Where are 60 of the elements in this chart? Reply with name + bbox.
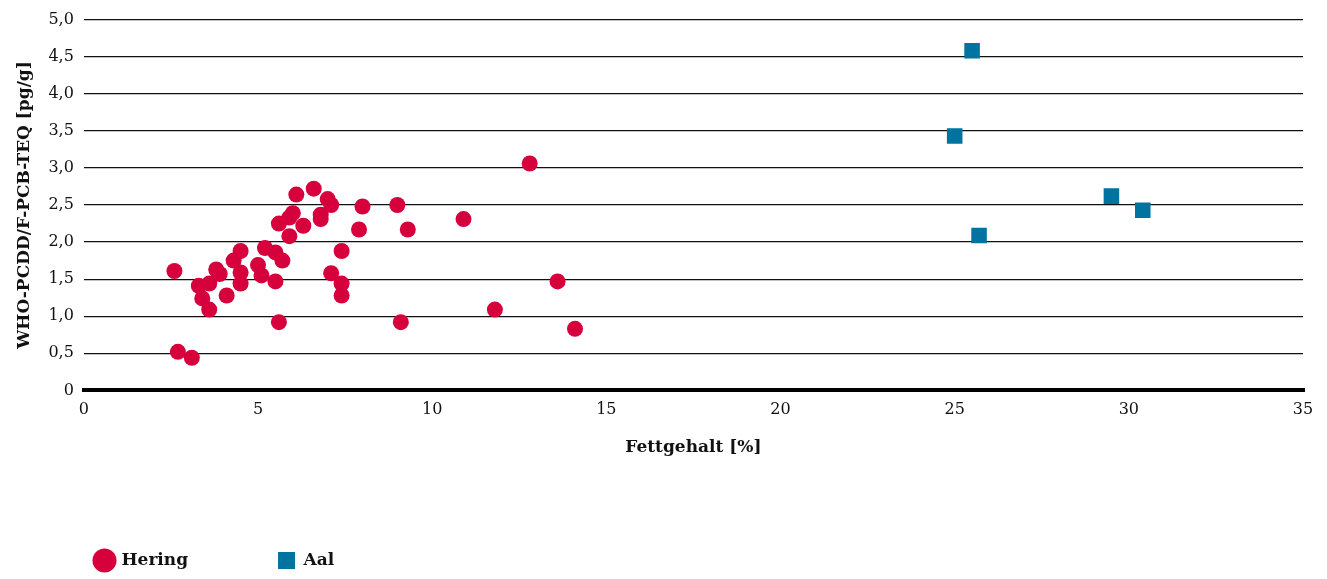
point [274,252,291,269]
point [288,186,305,203]
x-tick-label: 0 [78,399,89,419]
point [455,211,472,228]
y-tick-label: 0,5 [48,342,74,362]
point [971,227,987,244]
point [270,314,287,331]
point [284,205,301,222]
point [305,180,322,197]
point [486,301,503,318]
point [392,314,409,331]
point [521,155,538,172]
x-tick-label: 20 [770,399,791,419]
y-tick-label: 5,0 [48,8,74,28]
y-tick-label: 3,0 [48,157,74,177]
point [218,287,235,304]
point [946,128,963,144]
point [166,263,183,279]
point [232,242,249,259]
y-tick-label: 2,5 [48,194,74,214]
point [399,221,416,238]
x-tick-label: 30 [1118,399,1140,419]
point [211,265,228,282]
y-tick-label: 0 [63,379,74,399]
point [1134,202,1151,218]
point [169,343,186,360]
point [253,267,270,284]
x-tick-label: 35 [1292,399,1314,419]
point [323,265,340,282]
x-axis-title: Fettgehalt [%] [625,436,762,457]
point [964,42,980,59]
point [351,221,368,238]
legend-label: Hering [121,548,189,569]
y-tick-label: 4,5 [48,45,74,65]
legend-label: Aal [302,548,335,569]
point [183,349,200,366]
point [201,301,218,318]
y-axis-title: WHO-PCDD/F-PCB-TEQ [pg/g] [12,61,33,350]
y-tick-label: 3,5 [48,120,74,139]
x-tick-label: 5 [252,399,264,419]
point [323,197,340,213]
point [333,287,350,304]
point [201,275,218,292]
point [566,320,583,337]
point [1103,188,1120,204]
y-tick-label: 1,5 [48,268,74,288]
point [389,197,406,213]
point [333,242,350,259]
point [281,228,298,245]
y-tick-label: 4,0 [48,82,74,102]
point [549,273,566,290]
x-tick-label: 15 [596,399,617,419]
point [295,217,312,234]
point [354,198,371,215]
y-tick-label: 1,0 [48,305,74,325]
y-tick-label: 2,0 [48,231,74,251]
x-tick-label: 25 [944,399,965,419]
point [194,290,211,307]
point [267,273,284,290]
x-tick-label: 10 [422,399,443,419]
